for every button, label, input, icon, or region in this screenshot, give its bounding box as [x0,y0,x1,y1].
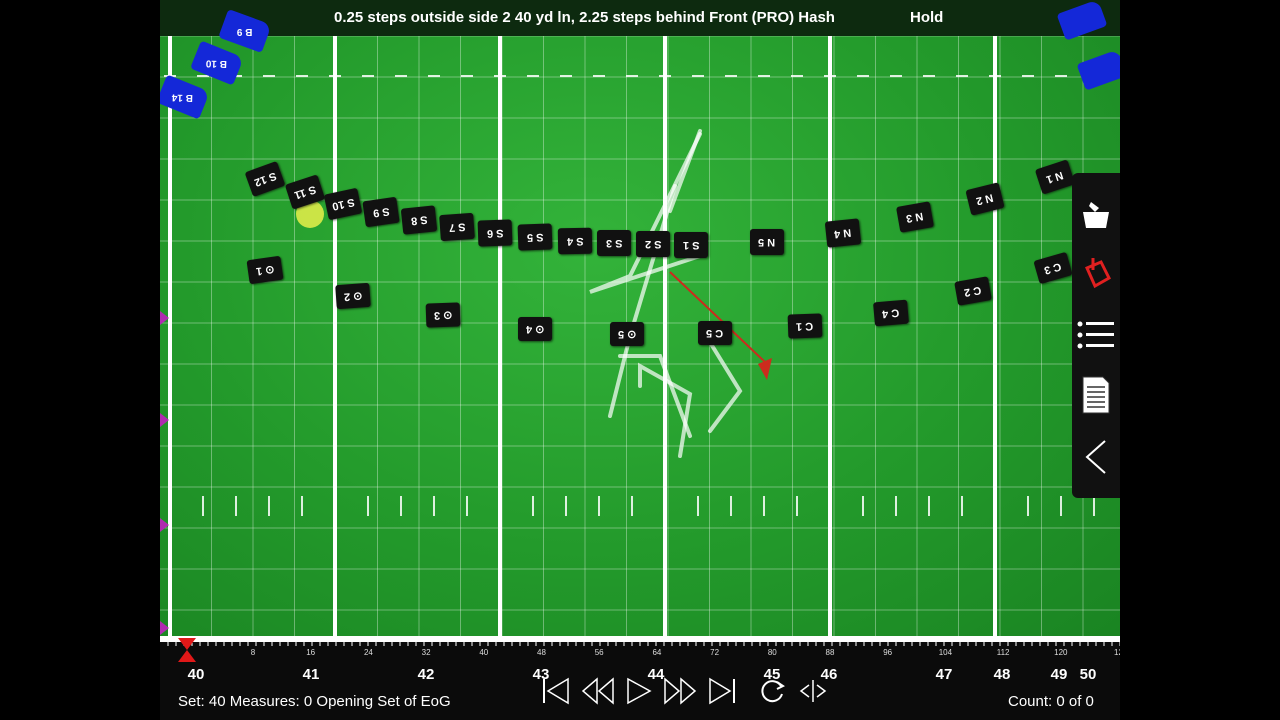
fast-forward-icon[interactable] [660,674,700,708]
marcher-s[interactable]: S 6 [477,219,513,247]
ruler-ticks [160,636,1120,662]
document-icon[interactable] [1072,367,1120,423]
marcher-c[interactable]: C 4 [873,299,909,327]
skip-end-icon[interactable] [702,674,742,708]
yard-label: 44 [647,666,665,683]
count-tick-label: 96 [883,648,893,657]
marcher-dot[interactable]: ⊙ 4 [518,317,552,341]
path-arrow-head [758,358,772,380]
drill-stage: 0.25 steps outside side 2 40 yd ln, 2.25… [160,0,1120,720]
marcher-s[interactable]: S 9 [362,196,400,228]
count-tick-label: 112 [996,648,1010,657]
count-tick-label: 64 [652,648,662,657]
count-tick-label: 120 [1054,648,1068,657]
marcher-dot[interactable]: ⊙ 1 [246,255,284,285]
count-tick-label: 8 [250,648,256,657]
set-status: Set: 40 Measures: 0 Opening Set of EoG [178,693,451,710]
count-tick-label: 80 [767,648,777,657]
count-tick-label: 40 [479,648,489,657]
marcher-dot[interactable]: ⊙ 2 [335,282,371,310]
marcher-s[interactable]: S 2 [636,231,670,257]
yard-label: 45 [763,666,781,683]
side-flag [160,621,169,635]
rewind-icon[interactable] [578,674,618,708]
marcher-dot[interactable]: ⊙ 3 [425,302,461,328]
count-tick-label: 88 [825,648,835,657]
playhead-marker [178,638,196,662]
marcher-s[interactable]: S 3 [597,230,631,256]
sync-icon[interactable] [752,674,792,708]
side-toolbar [1072,173,1120,498]
paint-bucket-icon[interactable] [1072,245,1120,301]
expand-horizontal-icon[interactable] [794,674,834,708]
count-tick-label: 104 [938,648,953,657]
marcher-s[interactable]: S 1 [674,232,708,258]
yard-label: 48 [993,666,1011,683]
timeline-ruler[interactable]: 8 16 24 32 40 48 56 64 72 80 88 96 104 112 120 12 40 41 4… [160,636,1120,720]
count-tick-label: 32 [421,648,431,657]
side-flag [160,518,169,532]
collapse-icon[interactable] [1072,429,1120,485]
count-tick-label: 48 [537,648,546,657]
yard-label: 41 [302,666,320,683]
field-lines [160,36,1120,636]
yard-label: 50 [1079,666,1097,683]
yard-label: 49 [1050,666,1068,683]
side-flag [160,311,169,325]
marcher-s[interactable]: S 7 [439,212,475,242]
count-tick-label: 72 [710,648,720,657]
selection-glow [296,200,324,228]
count-tick-label: 56 [594,648,604,657]
marcher-n[interactable]: N 5 [750,229,784,255]
yard-label: 42 [417,666,435,683]
position-header: 0.25 steps outside side 2 40 yd ln, 2.25… [160,0,1120,36]
count-tick-label: 24 [363,648,373,657]
marcher-s[interactable]: S 4 [557,227,593,255]
path-line [669,271,766,363]
marcher-s[interactable]: S 8 [400,205,438,235]
yard-label: 47 [935,666,953,683]
basket-icon[interactable] [1072,187,1120,243]
position-readout: 0.25 steps outside side 2 40 yd ln, 2.25… [334,9,835,26]
marcher-dot[interactable]: ⊙ 5 [610,322,644,346]
count-tick-label: 16 [306,648,316,657]
marcher-s[interactable]: S 5 [517,223,553,251]
marcher-n[interactable]: N 4 [824,218,862,248]
count-status: Count: 0 of 0 [1008,693,1094,710]
skip-start-icon[interactable] [536,674,576,708]
yard-label: 43 [532,666,550,683]
list-icon[interactable] [1072,307,1120,363]
play-icon[interactable] [618,674,658,708]
marcher-c[interactable]: C 1 [787,313,823,339]
side-flag [160,413,169,427]
mode-readout: Hold [910,9,944,26]
yard-label: 40 [187,666,205,683]
count-tick-label: 12 [1114,648,1120,657]
marcher-c[interactable]: C 5 [698,321,732,345]
yard-label: 46 [820,666,838,683]
